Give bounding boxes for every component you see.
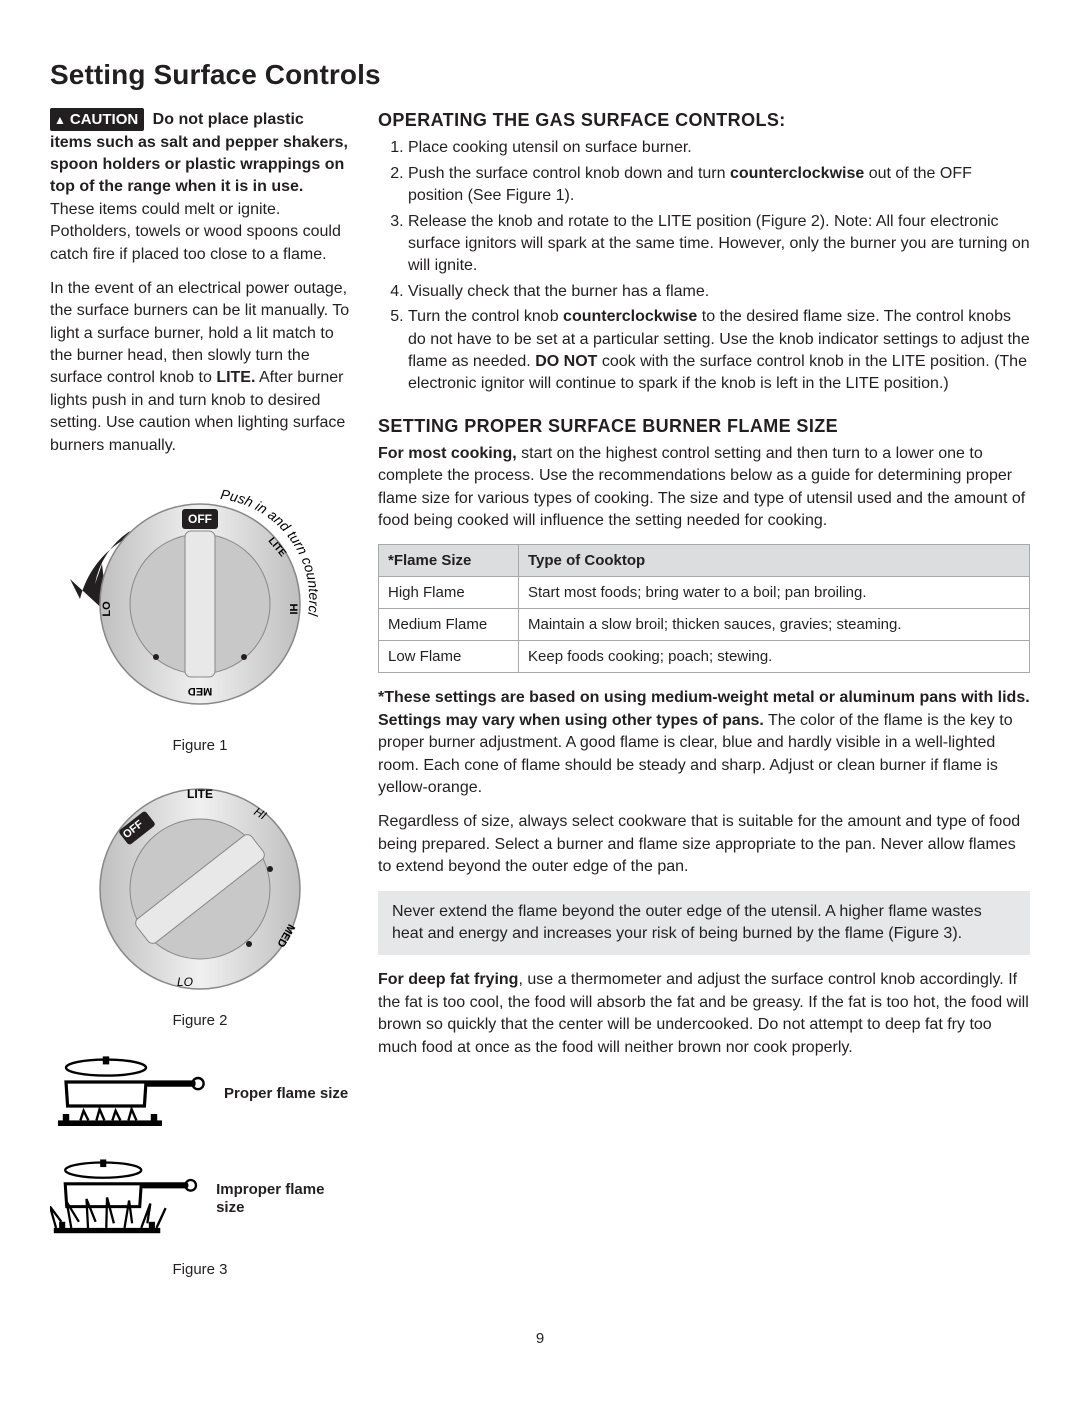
step-4: Visually check that the burner has a fla… — [408, 281, 1030, 303]
left-column: CAUTION Do not place plastic items such … — [50, 108, 350, 1298]
svg-text:LO: LO — [177, 975, 193, 989]
flame-size-table: *Flame Size Type of Cooktop High FlameSt… — [378, 544, 1030, 673]
improper-flame-row: Improper flame size — [50, 1149, 350, 1249]
table-header-flame: *Flame Size — [379, 545, 519, 577]
flame-heading: SETTING PROPER SURFACE BURNER FLAME SIZE — [378, 414, 1030, 439]
svg-text:OFF: OFF — [188, 512, 212, 526]
svg-text:LITE: LITE — [187, 787, 213, 801]
improper-flame-label: Improper flame size — [216, 1181, 350, 1217]
improper-flame-pan-icon — [50, 1149, 202, 1249]
caution-continuation: These items could melt or ignite. Pothol… — [50, 201, 341, 263]
step-1: Place cooking utensil on surface burner. — [408, 137, 1030, 159]
step-2: Push the surface control knob down and t… — [408, 163, 1030, 208]
step-5: Turn the control knob counterclockwise t… — [408, 306, 1030, 396]
figure-3-caption: Figure 3 — [50, 1259, 350, 1280]
step-3: Release the knob and rotate to the LITE … — [408, 211, 1030, 278]
table-row: High FlameStart most foods; bring water … — [379, 577, 1030, 609]
figure-1-knob: OFF Push in and turn counterclockwise HI… — [70, 469, 330, 729]
figure-2-caption: Figure 2 — [50, 1010, 350, 1031]
table-header-type: Type of Cooktop — [519, 545, 1030, 577]
svg-text:MED: MED — [188, 685, 213, 697]
operating-steps: Place cooking utensil on surface burner.… — [378, 137, 1030, 395]
flame-intro: For most cooking, start on the highest c… — [378, 443, 1030, 533]
svg-text:LO: LO — [101, 601, 113, 617]
table-row: Medium FlameMaintain a slow broil; thick… — [379, 609, 1030, 641]
right-column: OPERATING THE GAS SURFACE CONTROLS: Plac… — [378, 108, 1030, 1071]
table-row: Low FlameKeep foods cooking; poach; stew… — [379, 641, 1030, 673]
footnote-1: *These settings are based on using mediu… — [378, 687, 1030, 799]
caution-paragraph: CAUTION Do not place plastic items such … — [50, 108, 350, 266]
proper-flame-pan-icon — [50, 1049, 210, 1139]
power-outage-paragraph: In the event of an electrical power outa… — [50, 278, 350, 457]
deep-fry-paragraph: For deep fat frying, use a thermometer a… — [378, 969, 1030, 1059]
operating-heading: OPERATING THE GAS SURFACE CONTROLS: — [378, 108, 1030, 133]
safety-callout: Never extend the flame beyond the outer … — [378, 891, 1030, 956]
footnote-2: Regardless of size, always select cookwa… — [378, 811, 1030, 878]
figure-2-knob: OFF LITE HI MED LO — [85, 774, 315, 1004]
page-title: Setting Surface Controls — [50, 55, 1030, 94]
proper-flame-label: Proper flame size — [224, 1085, 348, 1103]
table-header-row: *Flame Size Type of Cooktop — [379, 545, 1030, 577]
svg-text:HI: HI — [287, 604, 299, 615]
caution-badge: CAUTION — [50, 108, 144, 131]
page-number: 9 — [50, 1328, 1030, 1349]
proper-flame-row: Proper flame size — [50, 1049, 350, 1139]
two-column-layout: CAUTION Do not place plastic items such … — [50, 108, 1030, 1298]
figure-1-caption: Figure 1 — [50, 735, 350, 756]
